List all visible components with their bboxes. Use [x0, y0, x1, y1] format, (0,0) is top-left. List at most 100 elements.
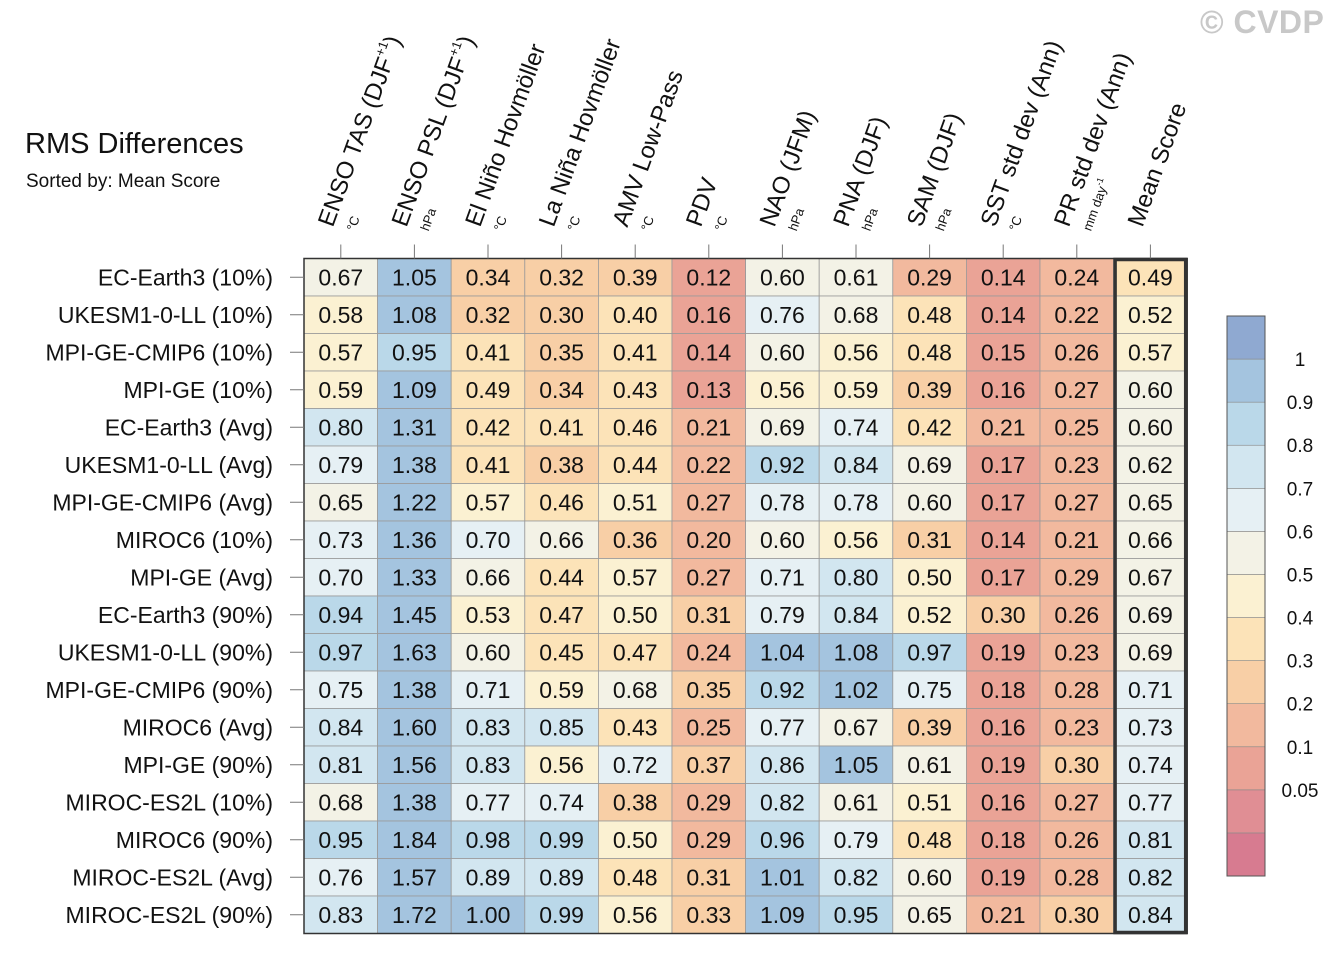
heatmap-cell: [818, 520, 894, 559]
row-label: MIROC-ES2L (10%): [66, 789, 273, 815]
cell-value-label: 0.99: [539, 827, 584, 853]
cell-value-label: 0.22: [1054, 302, 1099, 328]
cell-value-label: 0.56: [539, 752, 584, 778]
chart-title: RMS Differences: [25, 128, 244, 160]
heatmap-cell: [671, 408, 746, 447]
cell-value-label: 0.69: [907, 452, 952, 478]
cell-value-label: 0.60: [466, 639, 511, 665]
heatmap-cell: [1039, 408, 1114, 447]
heatmap-cell: [892, 783, 967, 822]
cell-value-label: 0.37: [686, 752, 731, 778]
column-header-label: NAO (JFM): [755, 107, 822, 230]
cell-value-label: 0.92: [760, 677, 805, 703]
cell-value-label: 0.19: [981, 752, 1026, 778]
heatmap-cell: [745, 595, 820, 634]
cell-value-label: 0.82: [760, 789, 805, 815]
cell-value-label: 0.94: [318, 602, 363, 628]
heatmap-cell: [818, 633, 894, 672]
heatmap-cell: [450, 370, 526, 409]
heatmap-cell: [1113, 258, 1188, 297]
heatmap-cell: [818, 745, 894, 784]
heatmap-cell: [671, 483, 746, 522]
cell-value-label: 0.38: [613, 789, 658, 815]
heatmap-cell: [450, 708, 526, 747]
heatmap-cell: [818, 670, 894, 709]
cell-value-label: 0.42: [466, 414, 511, 440]
colorbar-segment: [1226, 444, 1266, 489]
cell-value-label: 0.26: [1054, 827, 1099, 853]
cell-value-label: 0.57: [1128, 339, 1173, 365]
cell-value-label: 1.09: [760, 902, 805, 928]
heatmap-cell: [1113, 895, 1188, 934]
column-header-label: El Niño Hovmöller: [460, 40, 551, 230]
heatmap-cell: [1113, 483, 1188, 522]
cell-value-label: 0.24: [686, 639, 731, 665]
cell-value-label: 0.65: [1128, 489, 1173, 515]
cell-value-label: 1.63: [392, 639, 437, 665]
row-label: MPI-GE-CMIP6 (10%): [46, 339, 273, 365]
heatmap-cell: [598, 670, 673, 709]
cell-value-label: 0.27: [1054, 377, 1099, 403]
cell-value-label: 0.69: [1128, 602, 1173, 628]
cell-value-label: 0.60: [1128, 377, 1173, 403]
heatmap-cell: [818, 783, 894, 822]
cell-value-label: 0.27: [686, 564, 731, 590]
cell-value-label: 0.52: [907, 602, 952, 628]
row-label: MPI-GE-CMIP6 (Avg): [52, 489, 273, 515]
cell-value-label: 0.34: [466, 264, 511, 290]
heatmap-cell: [598, 408, 673, 447]
cell-value-label: 0.47: [539, 602, 584, 628]
cell-value-label: 0.23: [1054, 714, 1099, 740]
cell-value-label: 0.83: [318, 902, 363, 928]
heatmap-cell: [1039, 670, 1114, 709]
cell-value-label: 0.21: [1054, 527, 1099, 553]
cell-value-label: 0.74: [1128, 752, 1173, 778]
cell-value-label: 0.83: [466, 752, 511, 778]
colorbar-tick-label: 1: [1295, 350, 1306, 371]
cell-value-label: 0.51: [907, 789, 952, 815]
heatmap-cell: [966, 858, 1041, 897]
heatmap-cell: [745, 783, 820, 822]
cell-value-label: 0.48: [907, 339, 952, 365]
heatmap-cell: [303, 408, 378, 447]
cell-value-label: 0.29: [686, 827, 731, 853]
cell-value-label: 0.61: [907, 752, 952, 778]
cell-value-label: 0.50: [613, 602, 658, 628]
column-header: SAM (DJF)hPa: [902, 109, 968, 232]
cell-value-label: 0.61: [834, 264, 879, 290]
heatmap-cell: [745, 745, 820, 784]
heatmap-cell: [524, 858, 599, 897]
cell-value-label: 1.04: [760, 639, 805, 665]
heatmap-cell: [524, 783, 599, 822]
cell-value-label: 0.33: [686, 902, 731, 928]
cell-value-label: 0.46: [613, 414, 658, 440]
cell-value-label: 0.32: [539, 264, 584, 290]
cell-value-label: 0.52: [1128, 302, 1173, 328]
cell-value-label: 0.74: [834, 414, 879, 440]
cell-value-label: 0.22: [686, 452, 731, 478]
colorbar-segment: [1226, 315, 1266, 360]
column-header-label: ENSO PSL (DJF+1): [385, 32, 481, 230]
heatmap-cell: [598, 370, 673, 409]
heatmap-cell: [966, 633, 1041, 672]
colorbar-tick-label: 0.2: [1287, 695, 1313, 716]
heatmap-cell: [892, 595, 967, 634]
cell-value-label: 0.35: [539, 339, 584, 365]
heatmap-cell: [303, 558, 378, 597]
heatmap-cell: [1039, 520, 1114, 559]
cell-value-label: 0.14: [981, 527, 1026, 553]
heatmap-cell: [598, 858, 673, 897]
cell-value-label: 0.44: [539, 564, 584, 590]
row-label: MIROC6 (90%): [116, 827, 273, 853]
heatmap-cell: [450, 670, 526, 709]
cell-value-label: 1.72: [392, 902, 437, 928]
heatmap-cell: [524, 895, 599, 934]
cell-value-label: 0.41: [539, 414, 584, 440]
cell-value-label: 0.61: [834, 789, 879, 815]
row-label: UKESM1-0-LL (10%): [58, 302, 273, 328]
cell-value-label: 0.21: [981, 414, 1026, 440]
cell-value-label: 0.92: [760, 452, 805, 478]
cell-value-label: 0.82: [1128, 864, 1173, 890]
heatmap-cell: [1039, 895, 1114, 934]
cell-value-label: 0.38: [539, 452, 584, 478]
